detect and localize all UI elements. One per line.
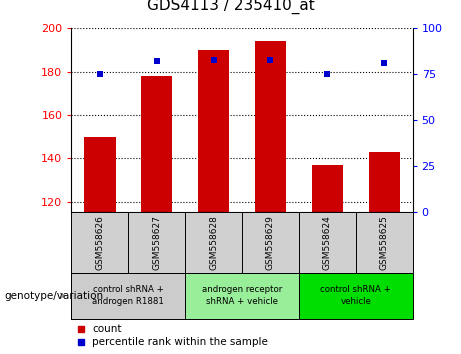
Bar	[368, 152, 400, 212]
Text: GSM558629: GSM558629	[266, 215, 275, 270]
Text: percentile rank within the sample: percentile rank within the sample	[92, 337, 268, 348]
Text: GSM558624: GSM558624	[323, 215, 332, 270]
Bar	[198, 50, 229, 212]
Bar	[185, 273, 299, 319]
Text: control shRNA +
androgen R1881: control shRNA + androgen R1881	[92, 285, 164, 306]
Text: GSM558626: GSM558626	[95, 215, 104, 270]
Text: androgen receptor
shRNA + vehicle: androgen receptor shRNA + vehicle	[202, 285, 282, 306]
Bar	[84, 137, 116, 212]
Text: control shRNA +
vehicle: control shRNA + vehicle	[320, 285, 391, 306]
Text: GSM558627: GSM558627	[152, 215, 161, 270]
Bar	[255, 41, 286, 212]
Text: GDS4113 / 235410_at: GDS4113 / 235410_at	[147, 0, 314, 14]
Bar	[141, 76, 172, 212]
Text: genotype/variation: genotype/variation	[5, 291, 104, 301]
Text: GSM558625: GSM558625	[380, 215, 389, 270]
Bar	[312, 165, 343, 212]
Text: GSM558628: GSM558628	[209, 215, 218, 270]
Bar	[71, 273, 185, 319]
FancyArrowPatch shape	[60, 293, 65, 298]
Bar	[299, 273, 413, 319]
Text: count: count	[92, 324, 122, 334]
